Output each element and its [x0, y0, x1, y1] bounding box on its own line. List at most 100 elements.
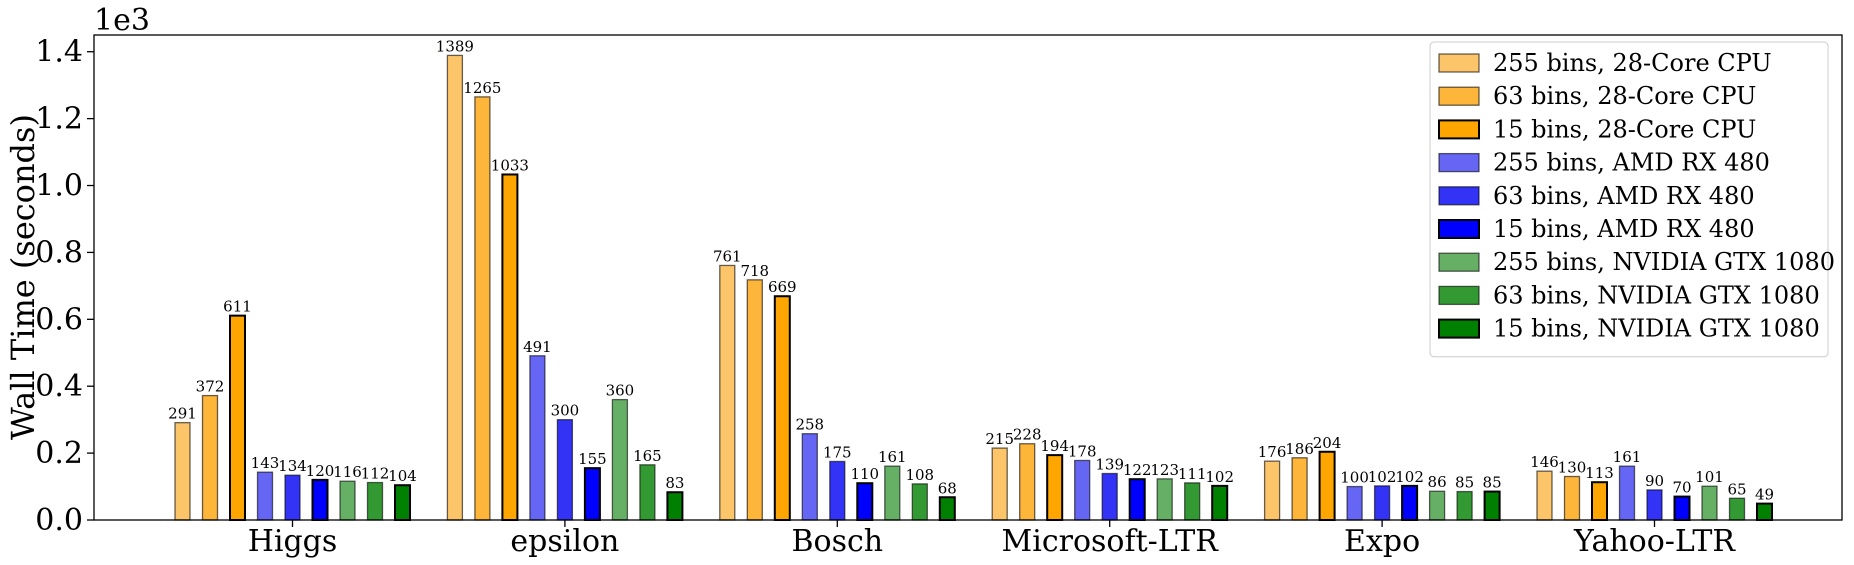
bar-value-label: 104 — [388, 467, 417, 485]
bar-value-label: 611 — [223, 298, 252, 316]
bar — [446, 54, 464, 521]
bar — [1101, 472, 1118, 521]
legend-label: 15 bins, NVIDIA GTX 1080 — [1493, 315, 1820, 343]
bar — [611, 398, 629, 521]
bar-value-label: 178 — [1068, 442, 1097, 460]
legend-swatch — [1438, 219, 1480, 239]
bar — [394, 484, 411, 522]
bar — [1263, 460, 1281, 521]
bar — [556, 419, 574, 521]
x-tick-label: Bosch — [791, 524, 883, 559]
legend: 255 bins, 28-Core CPU 63 bins, 28-Core CP… — [1429, 41, 1835, 358]
bar — [1701, 485, 1718, 521]
bar — [1591, 481, 1608, 522]
bar-value-label: 90 — [1645, 472, 1664, 490]
bar — [991, 447, 1008, 521]
bar-value-label: 143 — [251, 454, 280, 472]
y-axis-title: Wall Time (seconds) — [4, 114, 42, 440]
y-tick-label: 1.0 — [35, 169, 83, 204]
bar-value-label: 215 — [985, 430, 1014, 448]
bar-value-label: 68 — [938, 479, 957, 497]
bar-value-label: 194 — [1040, 437, 1069, 455]
bar-value-label: 161 — [1613, 448, 1642, 466]
bar-value-label: 102 — [1205, 468, 1234, 486]
bar — [801, 433, 818, 521]
bar — [1373, 485, 1391, 521]
x-tick-label: Higgs — [248, 524, 338, 559]
bar — [719, 264, 736, 521]
bar-value-label: 761 — [713, 247, 742, 265]
bar-value-label: 112 — [361, 465, 390, 483]
x-tick-label: Yahoo-LTR — [1573, 524, 1736, 559]
bar — [339, 480, 356, 521]
bar — [256, 471, 274, 521]
bar — [1046, 454, 1064, 522]
bar — [1536, 470, 1553, 521]
bar — [1211, 484, 1229, 521]
bar-value-label: 110 — [850, 465, 879, 483]
bar — [1618, 465, 1636, 521]
bar-value-label: 291 — [168, 405, 197, 423]
bar — [911, 483, 928, 521]
bar-value-label: 130 — [1558, 459, 1587, 477]
x-tick-label: Expo — [1344, 524, 1420, 559]
legend-swatch — [1438, 285, 1480, 306]
y-tick-label: 1.4 — [35, 35, 83, 70]
bar-value-label: 134 — [278, 457, 307, 475]
bar-value-label: 372 — [196, 378, 225, 396]
bar-value-label: 100 — [1340, 469, 1369, 487]
legend-swatch — [1438, 86, 1480, 106]
bar-value-label: 165 — [633, 447, 662, 465]
legend-label: 63 bins, AMD RX 480 — [1493, 182, 1755, 210]
y-tick-label: 0.8 — [35, 235, 83, 270]
bar-value-label: 186 — [1285, 440, 1314, 458]
legend-swatch — [1438, 53, 1480, 73]
legend-label: 15 bins, 28-Core CPU — [1493, 115, 1756, 143]
bar — [1346, 485, 1363, 521]
bar — [1184, 482, 1201, 521]
bar-value-label: 718 — [740, 262, 769, 280]
bar-value-label: 113 — [1585, 464, 1614, 482]
bar — [1291, 457, 1308, 521]
y-scale-label: 1e3 — [94, 3, 150, 38]
bar — [1074, 459, 1091, 521]
bar-value-label: 139 — [1095, 456, 1124, 474]
bar — [474, 96, 491, 521]
y-tick-label: 0.2 — [35, 436, 83, 471]
bar-value-label: 1033 — [491, 156, 529, 174]
bar-value-label: 1389 — [436, 37, 474, 55]
bar — [829, 460, 846, 521]
y-tick-label: 0.6 — [35, 302, 83, 337]
legend-swatch — [1438, 318, 1480, 339]
bar — [666, 491, 684, 522]
bar — [229, 314, 246, 522]
bar-value-label: 85 — [1483, 474, 1502, 492]
legend-swatch — [1438, 152, 1480, 173]
bar — [1156, 478, 1173, 521]
bar — [1673, 495, 1691, 522]
legend-label: 255 bins, AMD RX 480 — [1493, 149, 1770, 177]
x-tick-label: Microsoft-LTR — [1002, 524, 1220, 559]
bar — [1128, 478, 1146, 522]
bar — [1019, 443, 1036, 521]
bar — [1563, 475, 1581, 521]
bar-value-label: 65 — [1727, 480, 1746, 498]
bar — [529, 355, 546, 521]
bar-value-label: 83 — [665, 474, 684, 492]
bar-value-label: 146 — [1530, 453, 1559, 471]
bar-value-label: 300 — [551, 402, 580, 420]
bar — [938, 496, 956, 521]
bar — [284, 474, 301, 521]
legend-swatch — [1438, 119, 1480, 140]
bar-value-label: 120 — [306, 462, 335, 480]
bar — [1756, 502, 1773, 522]
bar-value-label: 122 — [1123, 461, 1152, 479]
bar — [1428, 490, 1446, 521]
legend-label: 255 bins, NVIDIA GTX 1080 — [1493, 248, 1835, 276]
bar-value-label: 669 — [768, 278, 797, 296]
plot-frame — [93, 34, 1843, 521]
bar — [311, 478, 329, 521]
bar — [366, 481, 384, 521]
legend-frame — [1429, 41, 1829, 358]
